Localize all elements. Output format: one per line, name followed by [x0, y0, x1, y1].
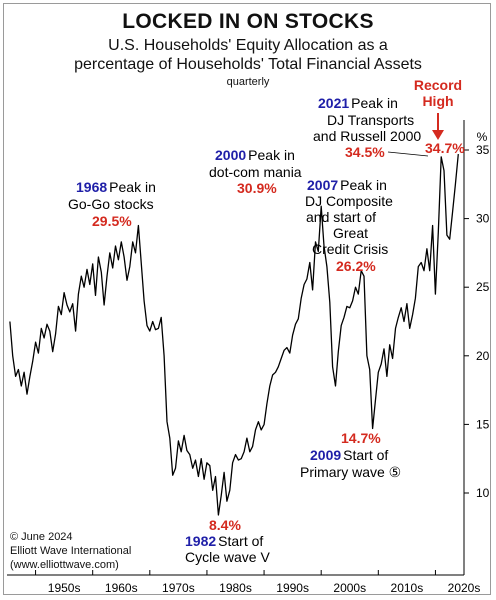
chart-subtitle-line2: percentage of Households' Total Financia…: [74, 56, 422, 73]
x-tick-label: 1970s: [162, 581, 195, 595]
annotation-1982-value: 8.4%: [209, 517, 241, 533]
x-tick-label: 1990s: [276, 581, 309, 595]
annotation-2009-line1: Start of: [343, 447, 388, 463]
annotation-2009: 14.7% 2009 Start of Primary wave ⑤: [300, 430, 401, 480]
credit-date: © June 2024: [10, 531, 73, 543]
x-tick-label: 2010s: [391, 581, 424, 595]
annotation-2000-value: 30.9%: [237, 180, 277, 196]
annotation-2021-year: 2021: [318, 95, 349, 111]
annotation-2007-line5: Credit Crisis: [312, 241, 388, 257]
annotation-2021-line1: Peak in: [351, 95, 398, 111]
annotation-1982-line2: Cycle wave V: [185, 549, 270, 565]
annotation-2007-year: 2007: [307, 177, 338, 193]
series-line: [9, 154, 459, 516]
annotation-2007-value: 26.2%: [336, 258, 376, 274]
y-tick-label: 25: [476, 280, 490, 294]
x-tick-label: 1960s: [105, 581, 138, 595]
annotation-1968-value: 29.5%: [92, 213, 132, 229]
chart-title: LOCKED IN ON STOCKS: [122, 10, 374, 33]
x-tick-label: 1980s: [219, 581, 252, 595]
record-high-arrow-head: [432, 130, 444, 140]
annotation-2021-value: 34.5%: [345, 144, 385, 160]
annotation-2021-line2: DJ Transports: [327, 112, 414, 128]
annotation-2009-year: 2009: [310, 447, 341, 463]
annotation-1968-year: 1968: [76, 179, 107, 195]
annotation-2000-line1: Peak in: [248, 147, 295, 163]
record-high-line1: Record: [414, 77, 462, 93]
annotation-2021: 2021 Peak in DJ Transports and Russell 20…: [313, 95, 421, 160]
annotation-2009-line2: Primary wave ⑤: [300, 464, 401, 480]
record-high-line2: High: [422, 93, 453, 109]
chart-subtitle-line1: U.S. Households' Equity Allocation as a: [108, 37, 388, 54]
annotation-2007-line1: Peak in: [340, 177, 387, 193]
annotation-record-high: Record High 34.7%: [414, 77, 465, 156]
x-tick-label: 2020s: [448, 581, 481, 595]
x-tick-label: 1950s: [48, 581, 81, 595]
record-leader-line: [387, 151, 429, 157]
credit-block: © June 2024 Elliott Wave International (…: [10, 530, 131, 572]
annotation-1968: 1968 Peak in Go-Go stocks 29.5%: [68, 179, 156, 229]
record-high-value: 34.7%: [425, 140, 465, 156]
y-tick-label: 30: [476, 212, 490, 226]
frequency-label: quarterly: [226, 76, 270, 88]
y-tick-label: 35: [476, 143, 490, 157]
annotation-1982-year: 1982: [185, 533, 216, 549]
annotation-1982: 8.4% 1982 Start of Cycle wave V: [185, 517, 270, 565]
annotation-2007-line3: and start of: [306, 209, 376, 225]
annotation-1968-line1: Peak in: [109, 179, 156, 195]
credit-website: (www.elliottwave.com): [10, 559, 119, 571]
annotation-2007-line4: Great: [333, 225, 368, 241]
annotation-2000: 2000 Peak in dot-com mania 30.9%: [209, 147, 302, 196]
annotation-1968-line2: Go-Go stocks: [68, 196, 154, 212]
credit-publisher: Elliott Wave International: [10, 545, 132, 557]
y-unit-label: %: [477, 130, 488, 144]
y-tick-label: 10: [476, 486, 490, 500]
annotation-2021-line3: and Russell 2000: [313, 128, 421, 144]
y-tick-label: 20: [476, 349, 490, 363]
x-tick-label: 2000s: [333, 581, 366, 595]
annotation-2007: 2007 Peak in DJ Composite and start of Gr…: [305, 177, 393, 274]
chart-frame: [3, 3, 491, 595]
annotation-1982-line1: Start of: [218, 533, 263, 549]
annotation-2007-line2: DJ Composite: [305, 193, 393, 209]
annotation-2009-value: 14.7%: [341, 430, 381, 446]
y-tick-label: 15: [476, 417, 490, 431]
annotation-2000-year: 2000: [215, 147, 246, 163]
annotation-2000-line2: dot-com mania: [209, 164, 302, 180]
